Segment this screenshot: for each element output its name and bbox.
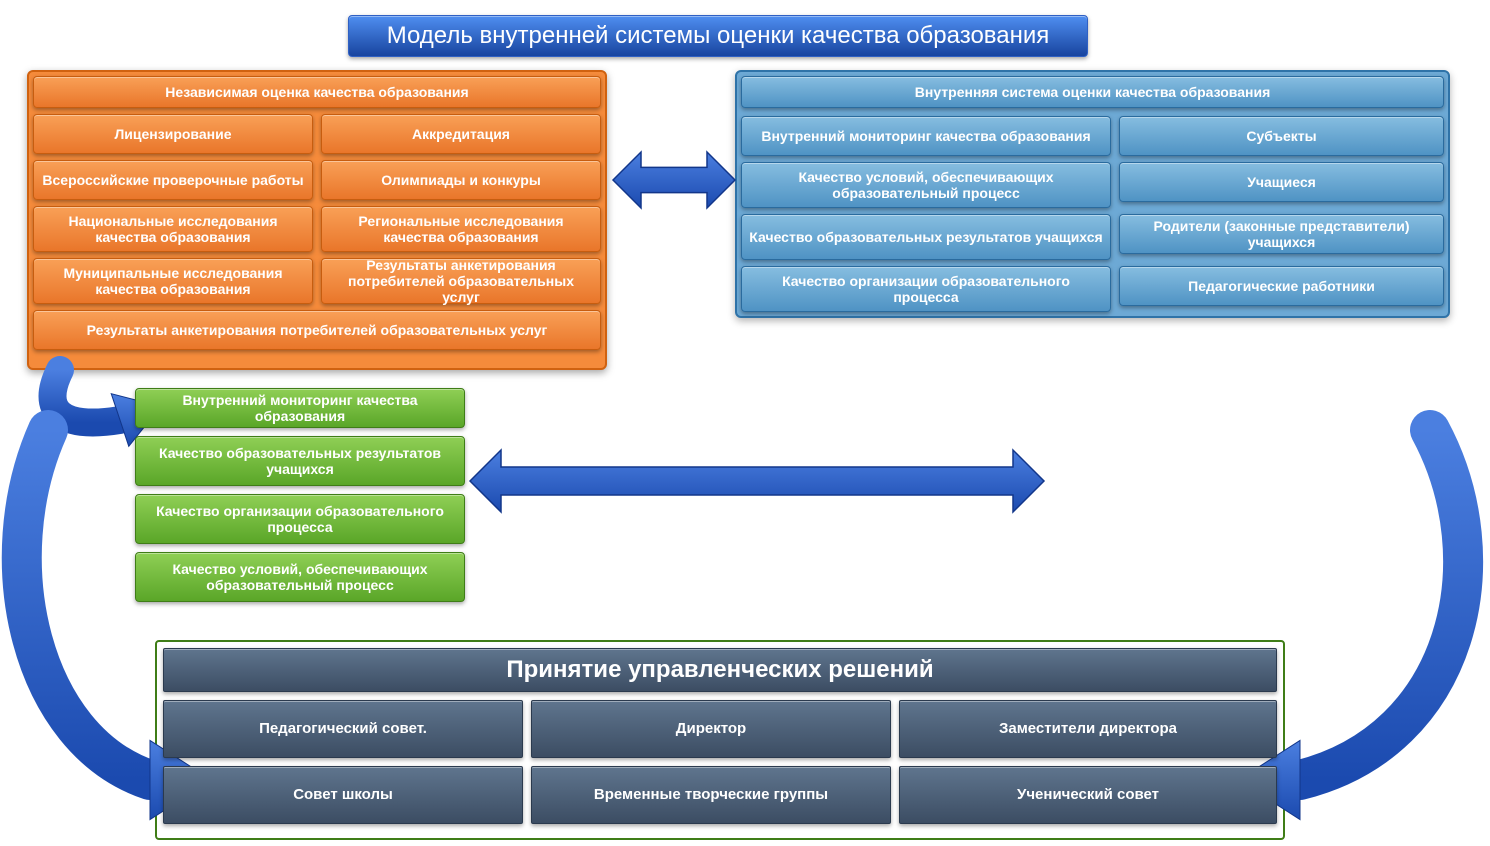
blue-cell-0: Внутренний мониторинг качества образован… (741, 116, 1111, 156)
slate-cell-5-text: Ученический совет (1017, 786, 1159, 803)
blue-cell-5: Родители (законные представители) учащих… (1119, 214, 1444, 254)
orange-cell-5: Региональные исследования качества образ… (321, 206, 601, 252)
slate-cell-3-text: Совет школы (293, 786, 393, 803)
green-cell-3-text: Качество условий, обеспечивающих образов… (142, 561, 458, 593)
slate-cell-0: Педагогический совет. (163, 700, 523, 758)
orange-cell-2: Всероссийские проверочные работы (33, 160, 313, 200)
green-cell-0: Внутренний мониторинг качества образован… (135, 388, 465, 428)
orange-cell-2-text: Всероссийские проверочные работы (42, 172, 303, 188)
blue-cell-2: Качество условий, обеспечивающих образов… (741, 162, 1111, 208)
slate-header: Принятие управленческих решений (163, 648, 1277, 692)
green-cell-2: Качество организации образовательного пр… (135, 494, 465, 544)
orange-header-text: Независимая оценка качества образования (165, 84, 468, 100)
orange-cell-4-text: Национальные исследования качества образ… (40, 213, 306, 245)
slate-cell-1-text: Директор (676, 720, 746, 737)
blue-cell-7: Педагогические работники (1119, 266, 1444, 306)
slate-cell-0-text: Педагогический совет. (259, 720, 427, 737)
green-cell-0-text: Внутренний мониторинг качества образован… (142, 392, 458, 424)
slate-header-text: Принятие управленческих решений (506, 656, 933, 684)
blue-cell-3: Учащиеся (1119, 162, 1444, 202)
orange-cell-3: Олимпиады и конкуры (321, 160, 601, 200)
orange-cell-1: Аккредитация (321, 114, 601, 154)
orange-cell-7: Результаты анкетирования потребителей об… (321, 258, 601, 304)
green-cell-2-text: Качество организации образовательного пр… (142, 503, 458, 535)
blue-cell-4-text: Качество образовательных результатов уча… (749, 229, 1102, 245)
blue-cell-1: Субъекты (1119, 116, 1444, 156)
orange-cell-4: Национальные исследования качества образ… (33, 206, 313, 252)
slate-cell-1: Директор (531, 700, 891, 758)
slate-cell-4-text: Временные творческие группы (594, 786, 828, 803)
blue-cell-7-text: Педагогические работники (1188, 278, 1375, 294)
orange-cell-0: Лицензирование (33, 114, 313, 154)
orange-cell-5-text: Региональные исследования качества образ… (328, 213, 594, 245)
orange-cell-1-text: Аккредитация (412, 126, 510, 142)
slate-cell-2-text: Заместители директора (999, 720, 1177, 737)
blue-cell-0-text: Внутренний мониторинг качества образован… (761, 128, 1090, 144)
orange-footer-text: Результаты анкетирования потребителей об… (87, 322, 548, 338)
green-cell-1: Качество образовательных результатов уча… (135, 436, 465, 486)
orange-header: Независимая оценка качества образования (33, 76, 601, 108)
orange-cell-6: Муниципальные исследования качества обра… (33, 258, 313, 304)
blue-header: Внутренняя система оценки качества образ… (741, 76, 1444, 108)
orange-cell-0-text: Лицензирование (114, 126, 231, 142)
green-cell-1-text: Качество образовательных результатов уча… (142, 445, 458, 477)
slate-cell-5: Ученический совет (899, 766, 1277, 824)
green-cell-3: Качество условий, обеспечивающих образов… (135, 552, 465, 602)
blue-cell-6: Качество организации образовательного пр… (741, 266, 1111, 312)
blue-cell-2-text: Качество условий, обеспечивающих образов… (748, 169, 1104, 201)
slate-cell-3: Совет школы (163, 766, 523, 824)
blue-cell-5-text: Родители (законные представители) учащих… (1126, 218, 1437, 250)
slate-cell-4: Временные творческие группы (531, 766, 891, 824)
blue-cell-3-text: Учащиеся (1247, 174, 1316, 190)
blue-cell-4: Качество образовательных результатов уча… (741, 214, 1111, 260)
orange-footer: Результаты анкетирования потребителей об… (33, 310, 601, 350)
blue-cell-1-text: Субъекты (1246, 128, 1316, 144)
blue-header-text: Внутренняя система оценки качества образ… (915, 84, 1270, 100)
slate-cell-2: Заместители директора (899, 700, 1277, 758)
orange-cell-6-text: Муниципальные исследования качества обра… (40, 265, 306, 297)
blue-cell-6-text: Качество организации образовательного пр… (748, 273, 1104, 305)
orange-cell-3-text: Олимпиады и конкуры (381, 172, 541, 188)
orange-cell-7-text: Результаты анкетирования потребителей об… (328, 257, 594, 305)
